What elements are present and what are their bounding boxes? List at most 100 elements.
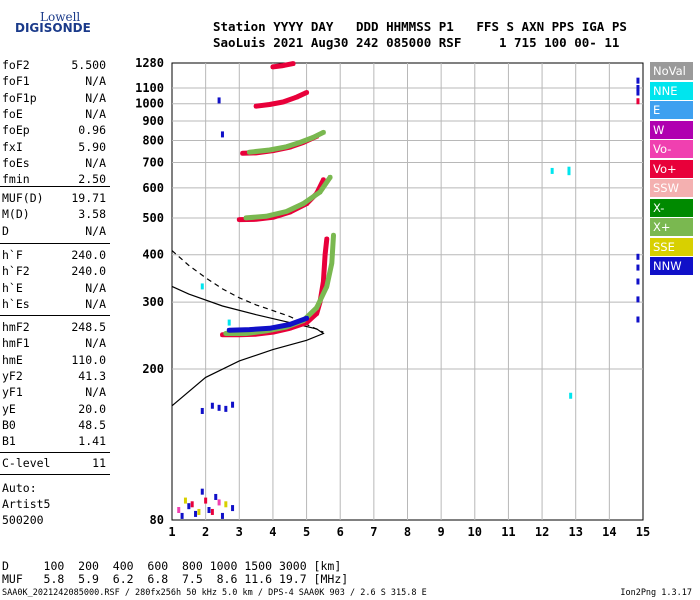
trace-point — [227, 328, 232, 333]
scatter-point — [636, 278, 640, 285]
param-value: 3.58 — [78, 207, 106, 222]
trace-8 — [270, 61, 296, 70]
scatter-point — [217, 404, 221, 411]
scatter-point — [231, 401, 235, 408]
trace-point — [321, 279, 326, 284]
trace-point — [311, 135, 316, 140]
auto-line2: Artist5 — [2, 497, 51, 511]
trace-point — [267, 326, 272, 331]
legend-item-e: E — [650, 101, 693, 119]
x-tick-label: 9 — [438, 525, 445, 539]
param-row-b1: B1 1.41 — [2, 434, 106, 449]
param-row-b0: B0 48.5 — [2, 418, 106, 433]
param-row-fof2: foF2 5.500 — [2, 58, 106, 73]
trace-point — [304, 90, 309, 95]
param-row-hme: hmE 110.0 — [2, 353, 106, 368]
param-row-fxi: fxI 5.90 — [2, 140, 106, 155]
trace-line — [246, 129, 326, 155]
param-row-md: M(D) 3.58 — [2, 207, 106, 222]
legend-item-x: X+ — [650, 218, 693, 236]
y-tick-label: 200 — [142, 362, 164, 376]
param-value: 240.0 — [71, 248, 106, 262]
scatter-point — [190, 501, 194, 508]
param-row-yf2: yF2 41.3 — [2, 369, 106, 384]
scatter-points — [177, 77, 640, 519]
scatter-group-4 — [200, 401, 235, 414]
param-name: foF1p — [2, 90, 37, 105]
trace-point — [220, 332, 225, 337]
trace-0 — [220, 236, 330, 338]
param-value: N/A — [85, 74, 106, 89]
scatter-point — [220, 131, 224, 138]
trace-7 — [253, 90, 310, 109]
trace-point — [267, 148, 272, 153]
trace-point — [321, 130, 326, 135]
param-row-foep: foEp 0.96 — [2, 123, 106, 138]
trace-point — [297, 140, 302, 145]
footer-distance-row: D 100 200 400 600 800 1000 1500 3000 [km… — [2, 559, 342, 573]
param-name: foF1 — [2, 74, 30, 89]
param-name: B0 — [2, 417, 16, 432]
trace-point — [270, 330, 275, 335]
param-name: C-level — [2, 456, 51, 470]
scatter-group-3 — [177, 499, 221, 514]
trace-line — [243, 174, 333, 221]
param-name: D — [2, 223, 9, 238]
param-separator — [0, 474, 110, 475]
scatter-point — [217, 499, 221, 506]
param-name: foF2 — [2, 58, 30, 72]
param-value: 248.5 — [71, 320, 106, 334]
trace-point — [321, 177, 326, 182]
scatter-point — [197, 508, 201, 515]
param-row-hmf2: hmF2 248.5 — [2, 320, 106, 335]
param-row-foe: foE N/A — [2, 107, 106, 122]
x-tick-label: 14 — [602, 525, 616, 539]
param-name: hmF2 — [2, 320, 30, 334]
legend-item-nnw: NNW — [650, 257, 693, 275]
param-name: h`E — [2, 280, 23, 295]
param-separator — [0, 243, 110, 244]
scatter-point — [220, 512, 224, 519]
param-row-clevel: C-level 11 — [2, 456, 106, 471]
param-name: fxI — [2, 139, 23, 154]
scatter-point — [636, 264, 640, 271]
scatter-group-7 — [636, 77, 640, 323]
trace-point — [281, 100, 286, 105]
param-row-d: D N/A — [2, 224, 106, 239]
scatter-group-8 — [636, 98, 640, 105]
param-row-hmf1: hmF1 N/A — [2, 336, 106, 351]
scatter-point — [636, 84, 640, 91]
param-row-mufd: MUF(D) 19.71 — [2, 191, 106, 206]
trace-point — [270, 64, 275, 69]
trace-line — [223, 232, 336, 336]
trace-point — [301, 201, 306, 206]
scatter-point — [224, 501, 228, 508]
scatter-group-2 — [183, 497, 228, 515]
param-row-fof1: foF1 N/A — [2, 74, 106, 89]
trace-point — [237, 217, 242, 222]
param-value: 41.3 — [78, 368, 106, 383]
trace-point — [328, 175, 333, 180]
trace-point — [284, 209, 289, 214]
trace-4 — [243, 174, 333, 221]
x-tick-label: 3 — [236, 525, 243, 539]
scatter-point — [636, 253, 640, 260]
y-tick-label: 300 — [142, 295, 164, 309]
param-name: hmE — [2, 352, 23, 367]
param-name: h`F2 — [2, 264, 30, 279]
param-name: M(D) — [2, 207, 30, 222]
trace-point — [314, 311, 319, 316]
param-value: N/A — [85, 336, 106, 351]
echo-traces — [220, 61, 336, 338]
trace-point — [264, 214, 269, 219]
trace-point — [323, 252, 328, 257]
y-tick-label: 900 — [142, 114, 164, 128]
y-tick-label: 1100 — [135, 81, 164, 95]
trace-point — [244, 215, 249, 220]
legend-item-sse: SSE — [650, 237, 693, 256]
scatter-point — [569, 392, 573, 399]
auto-line1: Auto: — [2, 481, 37, 495]
scatter-point — [187, 503, 191, 510]
footer-muf-row: MUF 5.8 5.9 6.2 6.8 7.5 8.6 11.6 19.7 [M… — [2, 572, 349, 586]
x-tick-label: 6 — [337, 525, 344, 539]
